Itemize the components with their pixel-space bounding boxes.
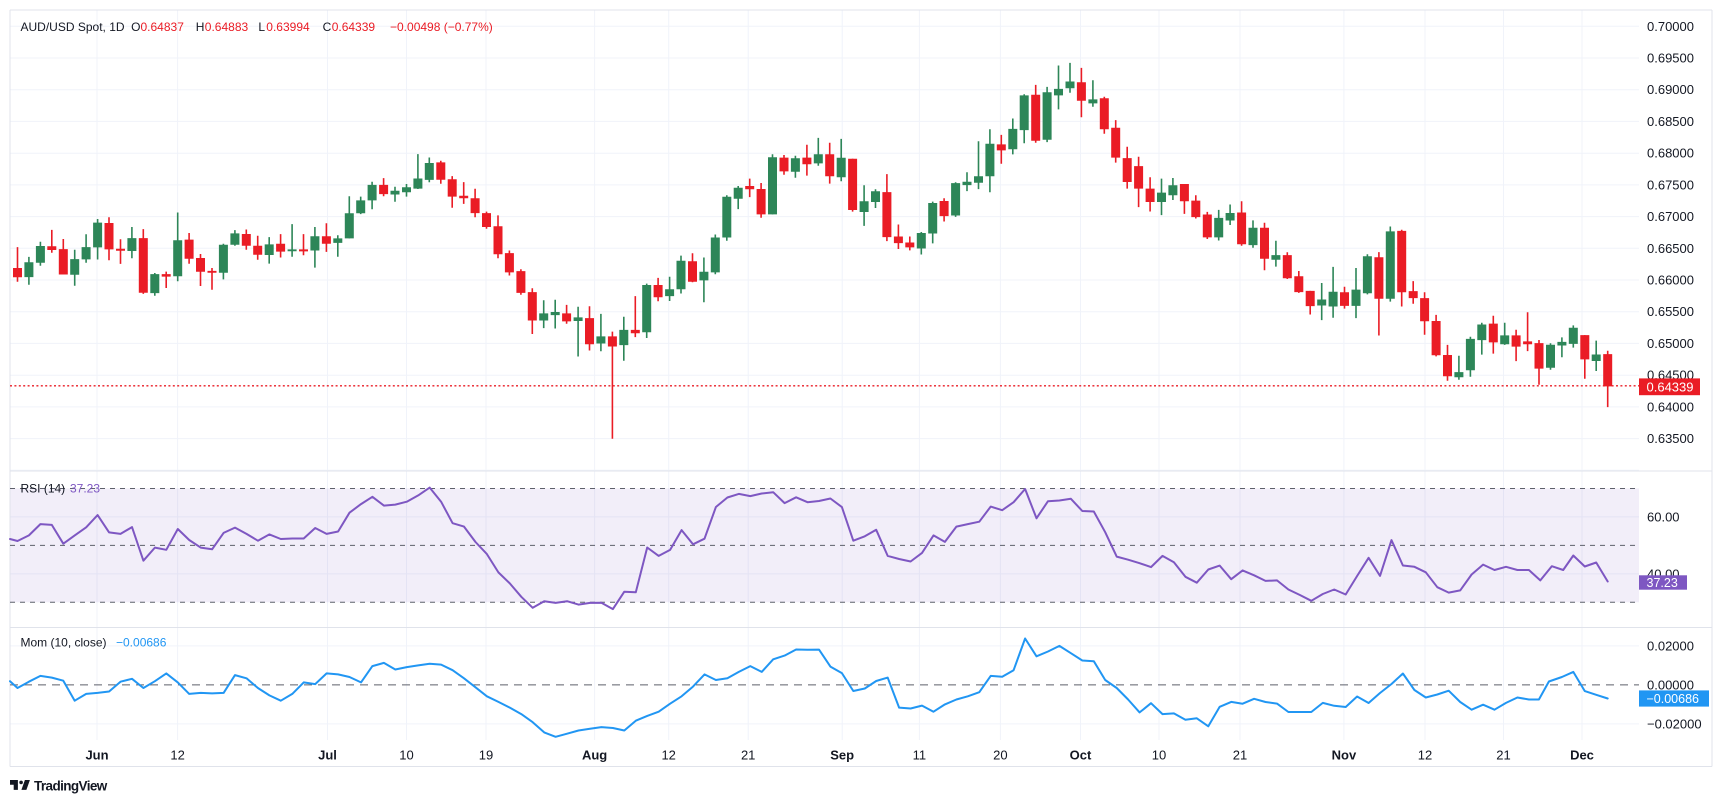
svg-text:0.02000: 0.02000 — [1647, 638, 1694, 653]
svg-text:L: L — [258, 20, 265, 34]
svg-text:AUD/USD Spot, 1D: AUD/USD Spot, 1D — [21, 20, 125, 34]
svg-text:19: 19 — [479, 748, 493, 763]
svg-text:H: H — [196, 20, 205, 34]
svg-text:C: C — [323, 20, 332, 34]
svg-text:0.66000: 0.66000 — [1647, 273, 1694, 288]
svg-text:Nov: Nov — [1332, 748, 1357, 763]
svg-text:Aug: Aug — [582, 748, 607, 763]
svg-text:0.68000: 0.68000 — [1647, 146, 1694, 161]
svg-text:12: 12 — [1418, 748, 1432, 763]
svg-text:0.69000: 0.69000 — [1647, 82, 1694, 97]
svg-text:0.67500: 0.67500 — [1647, 177, 1694, 192]
svg-text:37.23: 37.23 — [1647, 576, 1678, 590]
svg-text:0.69500: 0.69500 — [1647, 51, 1694, 66]
svg-text:Sep: Sep — [830, 748, 854, 763]
svg-text:0.64883: 0.64883 — [205, 20, 249, 34]
svg-text:0.66500: 0.66500 — [1647, 241, 1694, 256]
svg-text:21: 21 — [1496, 748, 1510, 763]
svg-text:Jun: Jun — [85, 748, 108, 763]
svg-text:O: O — [131, 20, 140, 34]
svg-text:21: 21 — [741, 748, 755, 763]
svg-text:Mom (10, close): Mom (10, close) — [21, 636, 107, 650]
svg-text:21: 21 — [1233, 748, 1247, 763]
svg-text:−0.00686: −0.00686 — [116, 636, 167, 650]
svg-text:0.65500: 0.65500 — [1647, 304, 1694, 319]
svg-text:0.68500: 0.68500 — [1647, 114, 1694, 129]
svg-text:60.00: 60.00 — [1647, 509, 1680, 524]
svg-text:0.64837: 0.64837 — [141, 20, 185, 34]
svg-text:Jul: Jul — [318, 748, 337, 763]
svg-text:10: 10 — [399, 748, 413, 763]
svg-text:0.64000: 0.64000 — [1647, 399, 1694, 414]
svg-text:0.63994: 0.63994 — [266, 20, 310, 34]
svg-text:0.63500: 0.63500 — [1647, 431, 1694, 446]
svg-text:Oct: Oct — [1070, 748, 1092, 763]
svg-text:11: 11 — [913, 748, 927, 763]
svg-text:0.70000: 0.70000 — [1647, 19, 1694, 34]
svg-text:RSI (14): RSI (14) — [21, 481, 66, 495]
svg-text:0.64339: 0.64339 — [1647, 380, 1694, 395]
svg-text:12: 12 — [170, 748, 184, 763]
svg-text:−0.02000: −0.02000 — [1647, 716, 1702, 731]
svg-text:37.23: 37.23 — [70, 481, 100, 495]
svg-text:0.65000: 0.65000 — [1647, 336, 1694, 351]
svg-text:0.00000: 0.00000 — [1647, 677, 1694, 692]
svg-text:−0.00686: −0.00686 — [1647, 692, 1700, 706]
svg-text:12: 12 — [661, 748, 675, 763]
svg-text:−0.00498 (−0.77%): −0.00498 (−0.77%) — [390, 20, 493, 34]
svg-text:20: 20 — [993, 748, 1007, 763]
svg-text:Dec: Dec — [1570, 748, 1594, 763]
svg-text:0.67000: 0.67000 — [1647, 209, 1694, 224]
svg-text:0.64339: 0.64339 — [332, 20, 376, 34]
svg-text:10: 10 — [1152, 748, 1166, 763]
svg-text:TradingView: TradingView — [34, 778, 108, 793]
